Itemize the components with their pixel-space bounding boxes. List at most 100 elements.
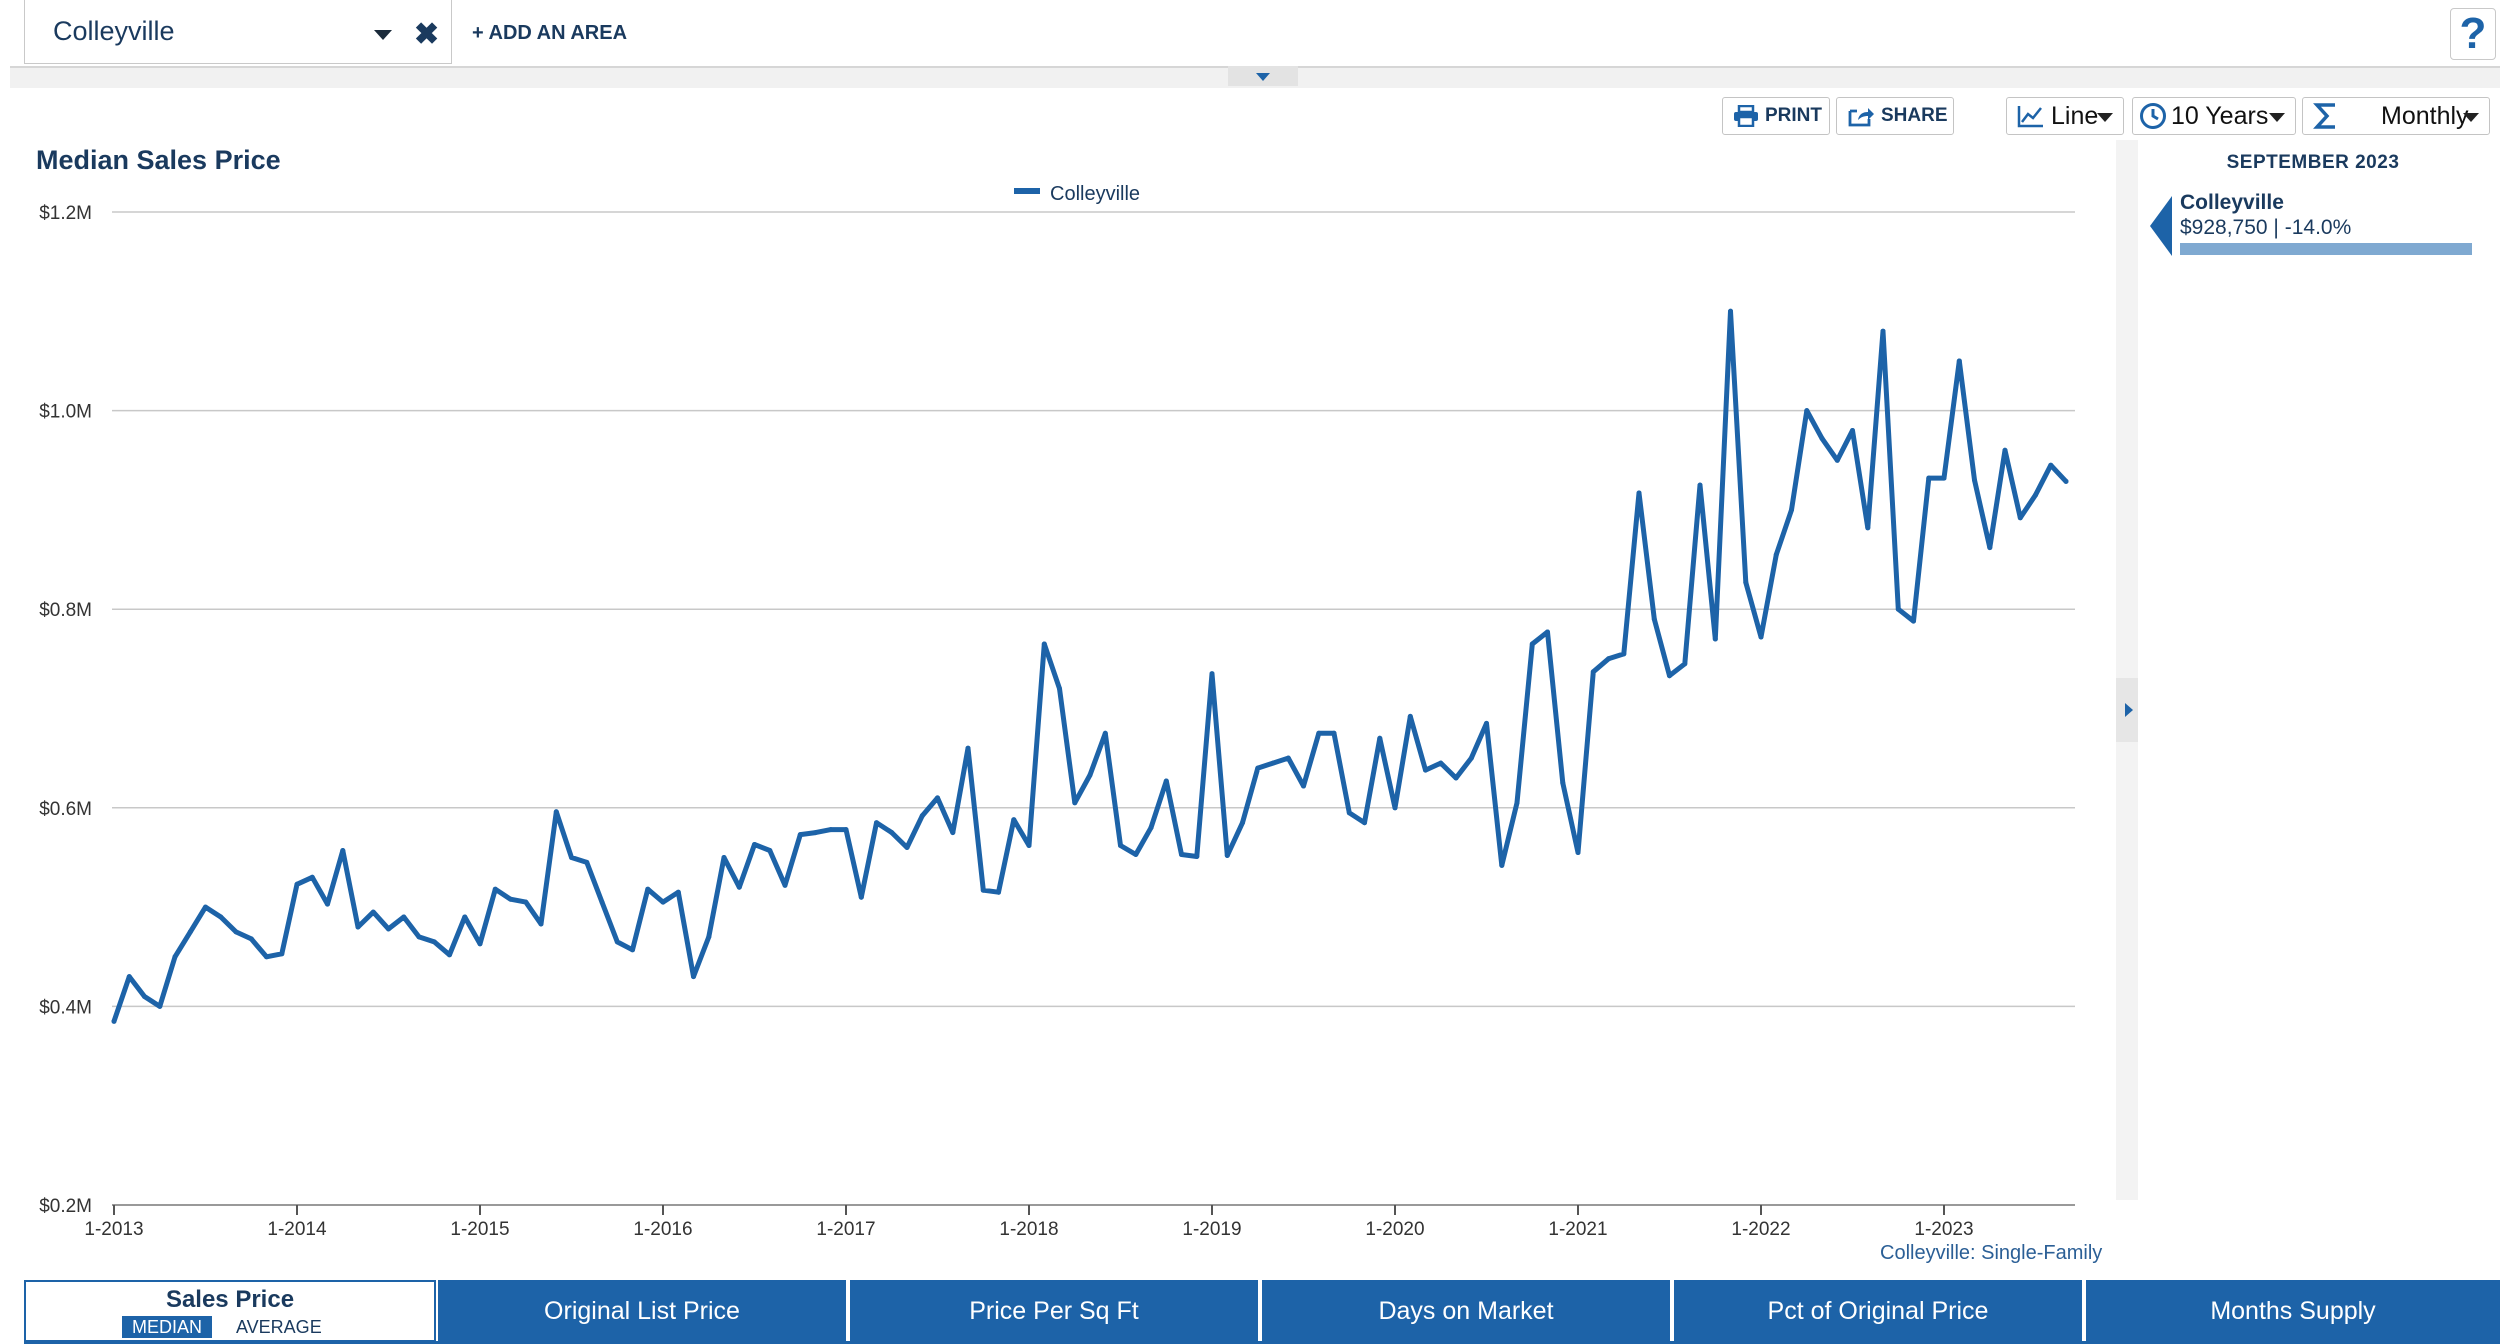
tab-price-per-sq-ft[interactable]: Price Per Sq Ft — [848, 1280, 1258, 1342]
data-point — [386, 926, 391, 932]
chevron-down-icon[interactable] — [374, 30, 392, 40]
data-point — [111, 1018, 117, 1024]
data-point — [965, 745, 971, 751]
data-point — [325, 901, 330, 907]
data-point — [1362, 820, 1367, 826]
data-point — [1331, 730, 1337, 736]
x-tick-label: 1-2020 — [1365, 1219, 1424, 1240]
data-point — [1468, 755, 1474, 761]
tab-original-list-price[interactable]: Original List Price — [436, 1280, 846, 1342]
data-point — [523, 899, 529, 905]
x-tick-label: 1-2017 — [816, 1219, 875, 1240]
data-point — [660, 899, 666, 905]
data-point — [340, 848, 346, 853]
x-tick-label: 1-2014 — [267, 1219, 327, 1240]
y-tick-label: $1.0M — [39, 402, 92, 423]
data-point — [1041, 641, 1047, 647]
frequency-select[interactable]: Monthly — [2302, 97, 2490, 135]
data-point — [233, 929, 239, 935]
data-point — [1834, 457, 1840, 463]
data-point — [1285, 755, 1291, 761]
help-button[interactable]: ? — [2450, 8, 2496, 60]
data-point — [538, 921, 544, 927]
panel-series-value: $928,750 | -14.0% — [2180, 216, 2352, 239]
data-point — [1880, 328, 1886, 334]
data-point — [858, 894, 864, 900]
data-point — [1758, 634, 1764, 640]
y-tick-label: $0.6M — [39, 799, 92, 820]
chart-type-select[interactable]: Line — [2006, 97, 2124, 135]
data-point — [1179, 852, 1184, 857]
area-select[interactable]: Colleyville — [24, 0, 452, 64]
tab-sales-price[interactable]: Sales Price MEDIAN AVERAGE — [24, 1280, 436, 1342]
add-area-link[interactable]: + ADD AN AREA — [472, 22, 628, 44]
data-point — [706, 934, 712, 940]
data-point — [1057, 686, 1062, 692]
data-point — [2063, 478, 2069, 484]
print-button[interactable]: PRINT — [1722, 97, 1830, 135]
data-point — [1072, 800, 1078, 806]
tabs-rule — [24, 1341, 2500, 1344]
data-point — [1255, 765, 1261, 771]
data-point — [950, 830, 956, 836]
data-point — [1011, 817, 1017, 823]
print-label: PRINT — [1765, 105, 1822, 126]
tab-pct-of-original-price[interactable]: Pct of Original Price — [1672, 1280, 2082, 1342]
time-range-value: 10 Years — [2171, 101, 2269, 130]
data-point — [935, 795, 940, 801]
data-point — [370, 909, 376, 915]
data-point — [1224, 853, 1230, 858]
data-point — [1407, 713, 1413, 719]
data-point — [980, 887, 986, 893]
chevron-right-icon[interactable] — [2125, 703, 2133, 717]
data-point — [309, 874, 315, 880]
tab-days-on-market[interactable]: Days on Market — [1260, 1280, 1670, 1342]
data-point — [1301, 783, 1306, 789]
sigma-icon — [2313, 103, 2335, 129]
data-point — [477, 941, 483, 947]
data-point — [1743, 579, 1749, 585]
data-point — [294, 881, 300, 887]
data-point — [614, 939, 620, 945]
data-point — [1240, 820, 1245, 826]
printer-icon — [1734, 105, 1758, 127]
data-point — [889, 830, 895, 836]
data-point — [1606, 656, 1611, 662]
data-point — [203, 904, 208, 910]
data-point — [1697, 482, 1703, 488]
data-point — [1346, 810, 1352, 816]
data-point — [279, 951, 285, 957]
data-point — [1087, 772, 1093, 778]
data-point — [462, 914, 468, 920]
chart-grid — [112, 211, 2075, 1206]
data-point — [126, 974, 132, 980]
x-tick-label: 1-2023 — [1914, 1219, 1973, 1240]
data-point — [1865, 525, 1871, 531]
share-button[interactable]: SHARE — [1836, 97, 1954, 135]
y-tick-label: $0.8M — [39, 600, 92, 621]
series-colleyville — [111, 308, 2069, 1024]
chart-title: Median Sales Price — [36, 145, 281, 175]
time-range-select[interactable]: 10 Years — [2132, 97, 2296, 135]
data-point — [904, 845, 910, 850]
tab-sales-price-label: Sales Price — [165, 1286, 295, 1313]
data-point — [1987, 545, 1993, 551]
data-point — [996, 889, 1001, 895]
data-point — [1575, 850, 1581, 855]
data-point — [1682, 661, 1688, 667]
data-point — [1270, 760, 1276, 766]
data-point — [1941, 475, 1947, 481]
data-point — [187, 929, 193, 935]
data-point — [1972, 477, 1977, 483]
chevron-down-icon[interactable] — [1256, 73, 1270, 81]
data-point — [1392, 805, 1398, 811]
data-point — [1545, 629, 1550, 635]
data-point — [492, 886, 498, 892]
tab-months-supply[interactable]: Months Supply — [2084, 1280, 2500, 1342]
panel-pointer-icon — [2150, 196, 2172, 256]
median-toggle[interactable]: MEDIAN — [122, 1316, 212, 1338]
close-icon[interactable]: ✖ — [414, 18, 440, 51]
data-point — [569, 855, 574, 860]
data-point — [1911, 618, 1916, 624]
average-toggle[interactable]: AVERAGE — [236, 1317, 322, 1337]
